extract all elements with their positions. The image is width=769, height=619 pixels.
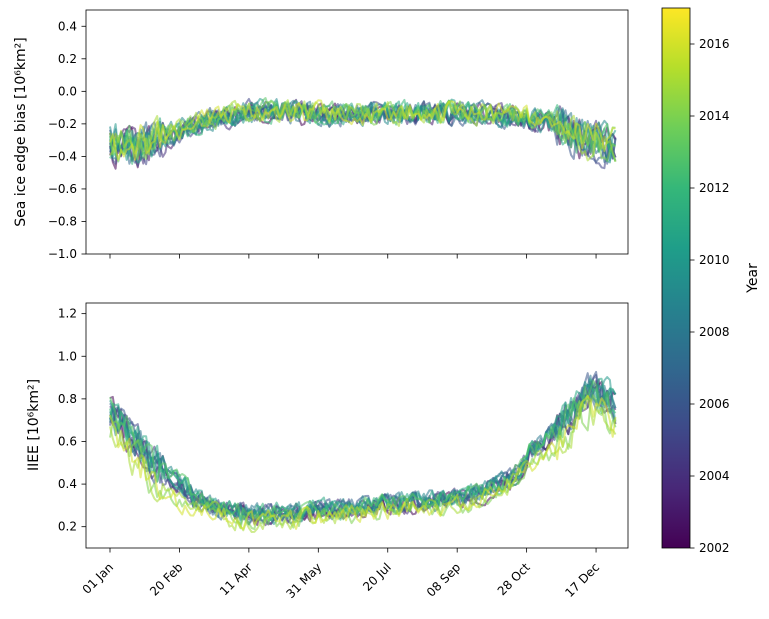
y-tick-label: 1.2 [58,307,77,321]
top-y-ticks: −1.0 −0.8 −0.6 −0.4 −0.2 0.0 0.2 0.4 [48,19,86,261]
y-tick-label: −0.6 [48,182,77,196]
top-panel: −1.0 −0.8 −0.6 −0.4 −0.2 0.0 0.2 0.4 Sea ice ed… [13,9,629,261]
bottom-panel: 0.2 0.4 0.6 0.8 1.0 1.2 01 Jan 20 Feb 11 Apr 31 … [26,302,629,601]
bottom-series-lines [109,370,617,533]
top-series-lines [109,97,617,170]
series-line-2016 [109,394,617,530]
top-x-ticks [109,254,597,259]
colorbar-tick-label: 2012 [699,181,730,195]
x-tick-label: 11 Apr [217,560,255,598]
top-y-axis-label: Sea ice edge bias [10⁶km²] [13,37,29,226]
bottom-x-ticks: 01 Jan 20 Feb 11 Apr 31 May 20 Jul 08 Sep 28 O… [80,548,602,601]
x-tick-label: 20 Feb [147,560,185,598]
y-tick-label: 1.0 [58,349,77,363]
series-line-2015 [109,99,617,162]
bottom-axes-frame [85,302,629,549]
colorbar-tick-label: 2008 [699,325,730,339]
colorbar-tick-label: 2014 [699,109,730,123]
colorbar-tick-label: 2016 [699,37,730,51]
x-tick-label: 20 Jul [360,560,394,594]
y-tick-label: −1.0 [48,247,77,261]
y-tick-label: 0.2 [58,520,77,534]
y-tick-label: −0.8 [48,214,77,228]
colorbar: 2002 2004 2006 2008 2010 2012 2014 2016 Year [661,7,761,555]
colorbar-tick-label: 2002 [699,541,730,555]
y-tick-label: −0.4 [48,149,77,163]
y-tick-label: 0.4 [58,19,77,33]
x-tick-label: 08 Sep [424,560,463,599]
x-tick-label: 31 May [283,560,324,601]
colorbar-gradient [662,8,690,548]
y-tick-label: 0.0 [58,84,77,98]
series-line-2015 [109,395,617,533]
x-tick-label: 28 Oct [495,560,533,598]
colorbar-label: Year [745,263,761,294]
colorbar-tick-label: 2010 [699,253,730,267]
series-line-2016 [109,99,616,161]
bottom-y-axis-label: IIEE [10⁶km²] [26,379,42,471]
bottom-y-ticks: 0.2 0.4 0.6 0.8 1.0 1.2 [58,307,86,534]
y-tick-label: −0.2 [48,117,77,131]
colorbar-frame [661,7,691,549]
y-tick-label: 0.6 [58,434,77,448]
colorbar-ticks: 2002 2004 2006 2008 2010 2012 2014 2016 [690,37,730,555]
y-tick-label: 0.4 [58,477,77,491]
colorbar-tick-label: 2006 [699,397,730,411]
colorbar-tick-label: 2004 [699,469,730,483]
top-axes-frame [85,9,629,255]
x-tick-label: 17 Dec [562,560,602,600]
y-tick-label: 0.8 [58,392,77,406]
x-tick-label: 01 Jan [80,560,116,596]
series-line-2013 [109,379,617,526]
y-tick-label: 0.2 [58,52,77,66]
